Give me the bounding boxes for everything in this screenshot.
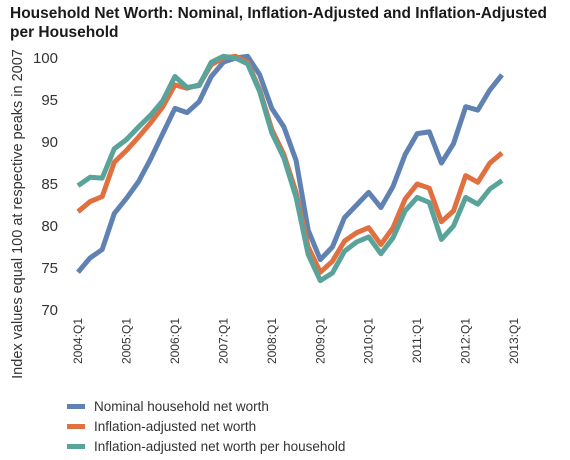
series-line-2 — [76, 53, 504, 275]
y-tick-label: 85 — [41, 176, 58, 193]
y-tick-label: 100 — [33, 50, 58, 67]
y-axis-ticks: 70 75 80 85 90 95 100 — [33, 50, 58, 319]
x-tick-label: 2012:Q1 — [459, 318, 473, 364]
x-tick-label: 2004:Q1 — [71, 318, 85, 364]
x-tick-label: 2013:Q1 — [507, 318, 521, 364]
legend-label: Inflation-adjusted net worth — [94, 418, 257, 434]
legend: Nominal household net worth Inflation-adj… — [67, 396, 345, 456]
legend-item: Inflation-adjusted net worth — [67, 416, 345, 436]
x-tick-label: 2006:Q1 — [168, 318, 182, 364]
legend-item: Nominal household net worth — [67, 396, 345, 416]
x-tick-label: 2007:Q1 — [216, 318, 230, 364]
legend-label: Nominal household net worth — [94, 398, 269, 414]
x-tick-label: 2008:Q1 — [265, 318, 279, 364]
legend-swatch — [67, 443, 85, 449]
series-line-1 — [76, 53, 504, 274]
y-tick-label: 95 — [41, 92, 58, 109]
x-tick-label: 2010:Q1 — [362, 318, 376, 364]
legend-swatch — [67, 403, 85, 409]
x-tick-label: 2005:Q1 — [120, 318, 134, 364]
chart-title: Household Net Worth: Nominal, Inflation-… — [10, 5, 548, 41]
y-axis-label: Index values equal 100 at respective pea… — [10, 49, 26, 379]
y-tick-label: 75 — [41, 260, 58, 277]
legend-item: Inflation-adjusted net worth per househo… — [67, 436, 345, 456]
x-tick-label: 2009:Q1 — [313, 318, 327, 364]
y-tick-label: 90 — [41, 134, 58, 151]
series-lines — [76, 53, 504, 284]
y-tick-label: 80 — [41, 218, 58, 235]
legend-label: Inflation-adjusted net worth per househo… — [94, 438, 346, 454]
legend-swatch — [67, 423, 85, 429]
series-line-3 — [76, 53, 504, 284]
x-tick-label: 2011:Q1 — [410, 318, 424, 363]
x-axis-ticks: 2004:Q1 2005:Q1 2006:Q1 2007:Q1 2008:Q1 2009:… — [71, 318, 521, 364]
y-tick-label: 70 — [41, 302, 58, 319]
